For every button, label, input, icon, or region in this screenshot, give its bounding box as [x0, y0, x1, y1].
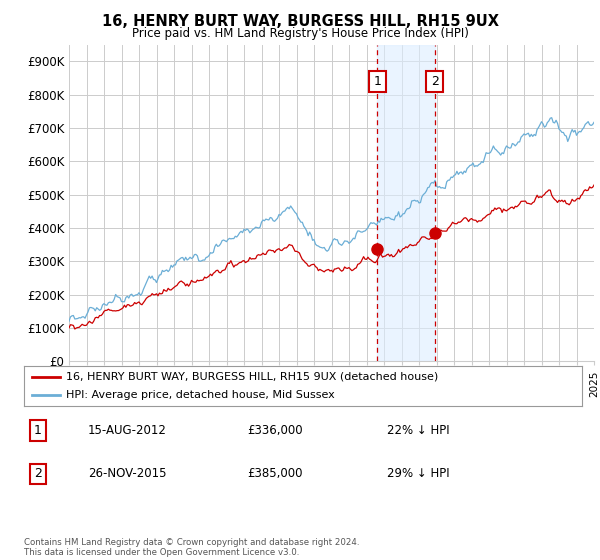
Text: 26-NOV-2015: 26-NOV-2015 — [88, 467, 167, 480]
Text: Contains HM Land Registry data © Crown copyright and database right 2024.
This d: Contains HM Land Registry data © Crown c… — [24, 538, 359, 557]
Text: 2: 2 — [431, 75, 439, 88]
Text: 16, HENRY BURT WAY, BURGESS HILL, RH15 9UX (detached house): 16, HENRY BURT WAY, BURGESS HILL, RH15 9… — [66, 372, 438, 381]
Text: £385,000: £385,000 — [247, 467, 303, 480]
Text: Price paid vs. HM Land Registry's House Price Index (HPI): Price paid vs. HM Land Registry's House … — [131, 27, 469, 40]
Text: 1: 1 — [34, 424, 42, 437]
Text: HPI: Average price, detached house, Mid Sussex: HPI: Average price, detached house, Mid … — [66, 390, 335, 400]
Text: 2: 2 — [34, 467, 42, 480]
Text: 15-AUG-2012: 15-AUG-2012 — [88, 424, 167, 437]
Text: 16, HENRY BURT WAY, BURGESS HILL, RH15 9UX: 16, HENRY BURT WAY, BURGESS HILL, RH15 9… — [101, 14, 499, 29]
Text: 29% ↓ HPI: 29% ↓ HPI — [387, 467, 449, 480]
Text: 22% ↓ HPI: 22% ↓ HPI — [387, 424, 449, 437]
Text: £336,000: £336,000 — [247, 424, 303, 437]
Text: 1: 1 — [373, 75, 381, 88]
